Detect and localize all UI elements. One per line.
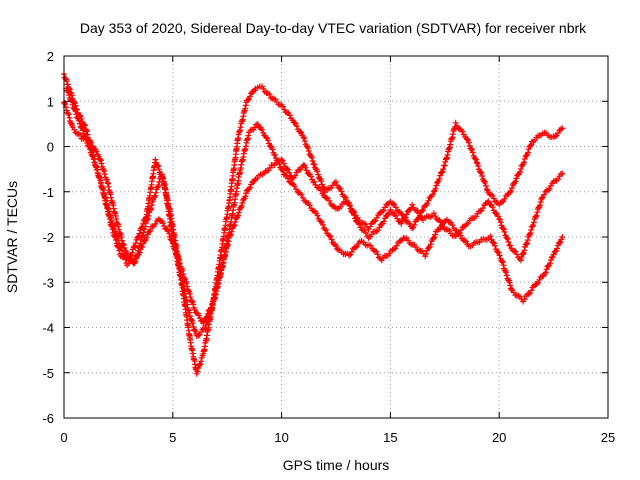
marks-layer — [61, 71, 565, 377]
data-point — [520, 251, 526, 257]
y-tick-label: -1 — [42, 185, 54, 200]
ticks-layer: 0 5 10 15 20 25 -6 -5 -4 -3 -2 -1 0 1 2 — [42, 49, 615, 445]
x-tick-label: 25 — [601, 430, 615, 445]
x-tick-label: 10 — [274, 430, 288, 445]
data-point — [537, 277, 543, 283]
y-axis-label: SDTVAR / TECUs — [4, 181, 20, 293]
data-point — [453, 120, 459, 126]
data-point — [530, 223, 536, 229]
sdtvar-chart: Day 353 of 2020, Sidereal Day-to-day VTE… — [0, 0, 640, 480]
y-tick-label: 1 — [47, 94, 54, 109]
x-tick-label: 15 — [383, 430, 397, 445]
data-point — [65, 110, 71, 116]
x-tick-label: 5 — [169, 430, 176, 445]
data-point — [192, 327, 198, 333]
y-tick-label: -5 — [42, 366, 54, 381]
data-point — [101, 167, 107, 173]
x-axis-label: GPS time / hours — [283, 457, 390, 473]
x-tick-label: 0 — [60, 430, 67, 445]
data-point — [189, 298, 195, 304]
data-point — [542, 189, 548, 195]
y-tick-label: -4 — [42, 321, 54, 336]
y-tick-label: -3 — [42, 275, 54, 290]
series-track-2 — [63, 86, 565, 339]
chart-title: Day 353 of 2020, Sidereal Day-to-day VTE… — [80, 20, 587, 36]
data-point — [523, 241, 529, 247]
y-tick-label: -2 — [42, 230, 54, 245]
series-track-1 — [61, 71, 565, 377]
y-tick-label: 2 — [47, 49, 54, 64]
x-tick-label: 20 — [492, 430, 506, 445]
y-tick-label: 0 — [47, 140, 54, 155]
data-point — [152, 157, 158, 163]
data-point — [545, 187, 551, 193]
y-tick-label: -6 — [42, 411, 54, 426]
data-point — [434, 216, 440, 222]
data-point — [538, 274, 544, 280]
